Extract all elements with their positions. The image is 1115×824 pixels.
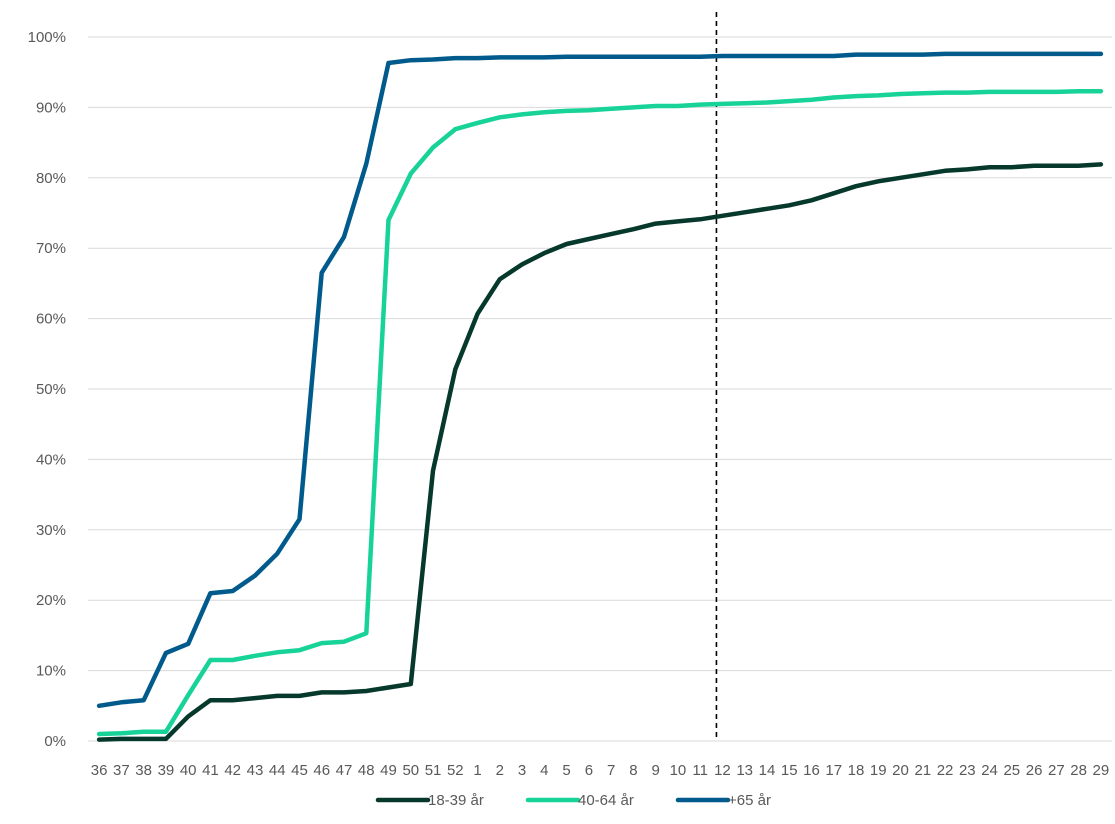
- x-tick-label: 7: [607, 762, 615, 779]
- y-tick-label: 60%: [36, 311, 66, 328]
- x-tick-label: 18: [848, 762, 865, 779]
- x-tick-label: 15: [781, 762, 798, 779]
- y-tick-label: 90%: [36, 99, 66, 116]
- x-tick-label: 2: [496, 762, 504, 779]
- x-tick-label: 23: [959, 762, 976, 779]
- x-tick-label: 3: [518, 762, 526, 779]
- x-tick-label: 43: [247, 762, 264, 779]
- x-tick-label: 20: [892, 762, 909, 779]
- x-tick-label: 38: [135, 762, 152, 779]
- x-tick-label: 47: [336, 762, 353, 779]
- x-tick-label: 44: [269, 762, 286, 779]
- y-tick-label: 70%: [36, 240, 66, 257]
- x-tick-label: 14: [759, 762, 776, 779]
- series-line-2: [96, 51, 1104, 709]
- x-tick-label: 49: [380, 762, 397, 779]
- x-tick-label: 19: [870, 762, 887, 779]
- legend: 18-39 år 40-64 år +65 år: [375, 792, 771, 809]
- y-tick-label: 0%: [44, 733, 66, 750]
- gridlines: [88, 36, 1112, 742]
- y-tick-label: 80%: [36, 170, 66, 187]
- x-tick-label: 41: [202, 762, 219, 779]
- x-tick-label: 22: [937, 762, 954, 779]
- x-tick-label: 16: [803, 762, 820, 779]
- x-tick-label: 51: [425, 762, 442, 779]
- x-tick-label: 40: [180, 762, 197, 779]
- x-tick-label: 48: [358, 762, 375, 779]
- x-tick-label: 9: [651, 762, 659, 779]
- y-tick-label: 30%: [36, 522, 66, 539]
- x-tick-label: 4: [540, 762, 548, 779]
- series-line-1: [96, 88, 1104, 737]
- x-tick-label: 5: [562, 762, 570, 779]
- x-tick-label: 28: [1070, 762, 1087, 779]
- x-tick-label: 37: [113, 762, 130, 779]
- x-tick-label: 29: [1093, 762, 1110, 779]
- y-tick-label: 100%: [28, 29, 66, 46]
- legend-label: 18-39 år: [428, 792, 484, 809]
- x-tick-label: 36: [91, 762, 108, 779]
- x-tick-label: 12: [714, 762, 731, 779]
- x-tick-label: 6: [585, 762, 593, 779]
- y-axis-tick-labels: 0% 10% 20% 30% 40% 50% 60% 70% 80% 90% 100%: [28, 29, 66, 750]
- y-tick-label: 20%: [36, 592, 66, 609]
- legend-label: +65 år: [728, 792, 771, 809]
- y-tick-label: 40%: [36, 451, 66, 468]
- x-tick-label: 46: [313, 762, 330, 779]
- x-tick-label: 26: [1026, 762, 1043, 779]
- x-tick-label: 17: [825, 762, 842, 779]
- x-tick-label: 45: [291, 762, 308, 779]
- x-tick-label: 10: [670, 762, 687, 779]
- y-tick-label: 10%: [36, 663, 66, 680]
- x-tick-label: 27: [1048, 762, 1065, 779]
- x-axis-tick-labels: 36 37 38 39 40 41 42 43 44 45 46 47 48 49 50 51 52 1 2 3 4 5 6…: [91, 762, 1109, 779]
- x-tick-label: 50: [402, 762, 419, 779]
- x-tick-label: 1: [473, 762, 481, 779]
- x-tick-label: 21: [914, 762, 931, 779]
- x-tick-label: 13: [736, 762, 753, 779]
- series-layer: [96, 51, 1104, 742]
- x-tick-label: 52: [447, 762, 464, 779]
- series-line-0: [96, 162, 1104, 742]
- x-tick-label: 42: [224, 762, 241, 779]
- y-tick-label: 50%: [36, 381, 66, 398]
- x-tick-label: 24: [981, 762, 998, 779]
- x-tick-label: 11: [692, 762, 708, 779]
- x-tick-label: 39: [158, 762, 175, 779]
- legend-label: 40-64 år: [578, 792, 634, 809]
- x-tick-label: 8: [629, 762, 637, 779]
- x-tick-label: 25: [1003, 762, 1020, 779]
